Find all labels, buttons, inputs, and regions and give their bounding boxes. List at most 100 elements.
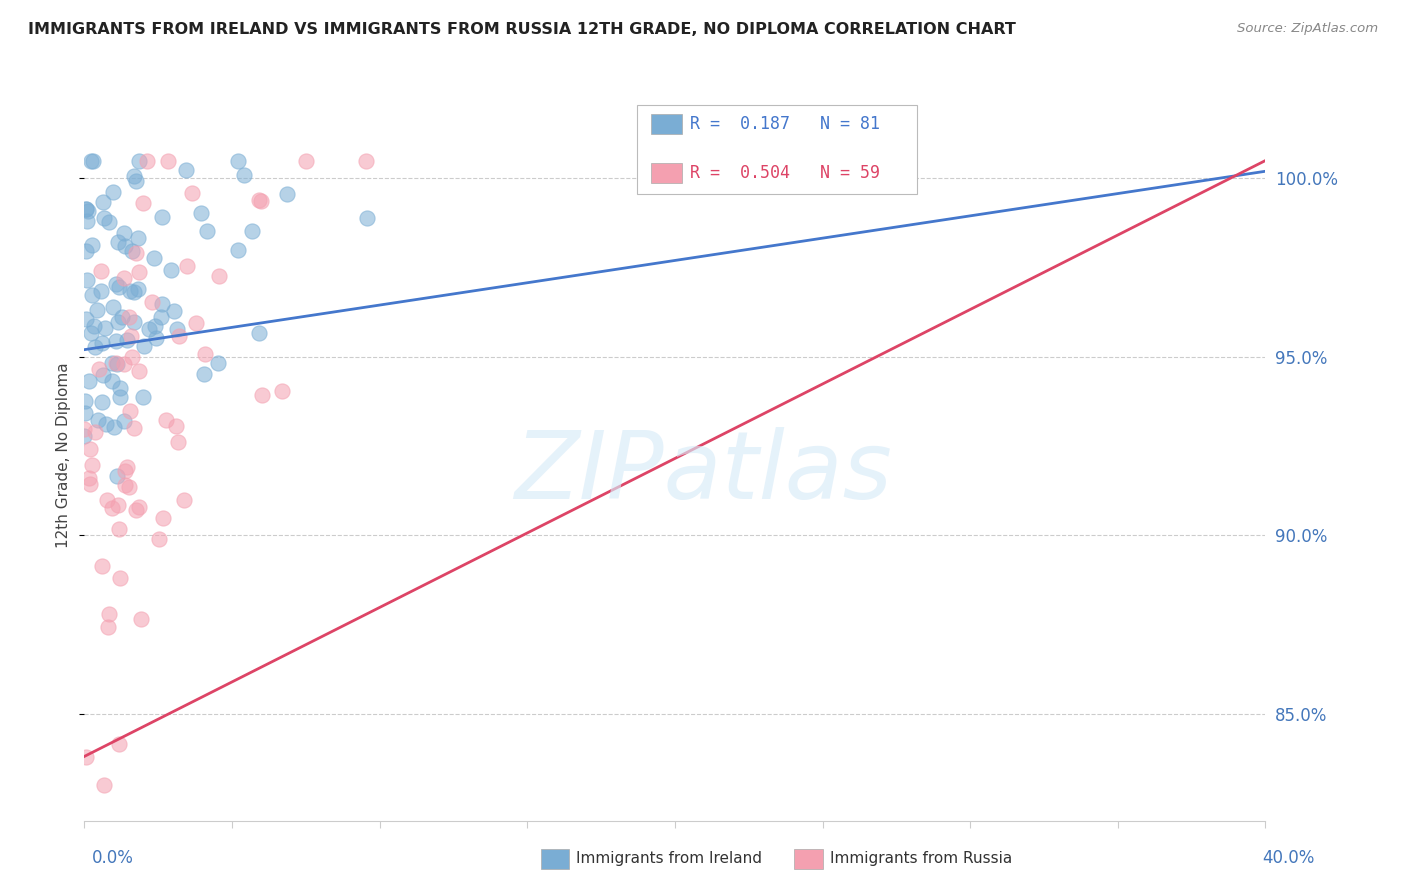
Point [240,224,263,238]
Point [232,169,254,183]
Point [131,390,153,404]
Point [276,187,298,202]
Point [250,388,273,402]
Point [354,153,377,168]
Point [166,322,188,336]
Point [226,243,249,257]
Point [193,347,215,361]
Point [87,362,110,376]
Point [112,270,135,285]
Point [122,315,145,329]
Text: R =  0.187   N = 81: R = 0.187 N = 81 [690,115,880,133]
Point [107,315,129,329]
Point [122,169,145,184]
Point [75,312,97,326]
Point [101,500,124,515]
Text: ZIPatlas: ZIPatlas [515,427,891,518]
Point [167,435,190,450]
Point [247,193,270,207]
Point [141,295,163,310]
Point [103,300,125,314]
Text: Immigrants from Russia: Immigrants from Russia [830,852,1012,866]
Point [107,522,129,536]
Point [112,414,135,428]
Point [86,302,108,317]
Point [91,368,114,382]
Point [98,215,121,229]
Point [84,425,107,439]
Point [122,285,145,299]
Point [101,374,124,388]
Point [294,153,316,168]
Point [143,252,166,266]
Point [195,224,218,238]
Point [80,326,103,341]
Point [104,277,127,292]
Point [108,279,131,293]
Point [75,202,97,217]
Point [271,384,294,398]
Point [226,153,249,168]
Point [127,282,149,296]
Point [79,442,101,457]
Point [155,413,177,427]
Point [173,493,195,508]
Point [121,350,143,364]
Point [118,310,141,325]
Point [181,186,204,200]
Point [193,368,215,382]
Point [90,335,112,350]
Point [138,322,160,336]
Point [112,358,135,372]
Point [107,737,129,751]
Point [157,153,180,168]
Point [111,310,134,324]
Point [94,417,117,432]
Point [101,185,124,199]
Point [132,196,155,211]
Point [108,571,131,585]
Point [150,210,173,224]
Point [125,174,148,188]
Point [103,420,125,434]
Point [80,153,103,168]
Point [174,163,197,178]
Point [79,471,101,485]
Point [76,214,98,228]
Point [79,477,101,491]
Point [93,211,115,225]
Point [80,458,103,472]
Point [114,464,136,478]
Point [76,273,98,287]
Point [96,492,118,507]
Point [91,194,114,209]
Point [82,153,104,168]
Point [110,381,132,395]
Point [83,340,105,354]
Point [91,559,114,574]
Point [73,422,96,436]
Point [114,478,136,492]
Point [160,263,183,277]
Point [150,310,173,325]
Point [112,226,135,240]
Point [124,503,146,517]
Point [207,356,229,370]
Point [94,320,117,334]
Text: 0.0%: 0.0% [91,849,134,867]
Point [163,303,186,318]
Point [75,407,97,421]
Point [152,511,174,525]
Point [98,607,121,621]
Point [75,393,97,408]
Point [356,211,378,225]
Point [107,499,129,513]
Point [121,244,143,258]
Text: R =  0.504   N = 59: R = 0.504 N = 59 [690,164,880,182]
Point [131,612,153,626]
Point [91,395,114,409]
Point [77,374,100,388]
Point [73,429,96,443]
Point [143,319,166,334]
Point [105,356,128,370]
